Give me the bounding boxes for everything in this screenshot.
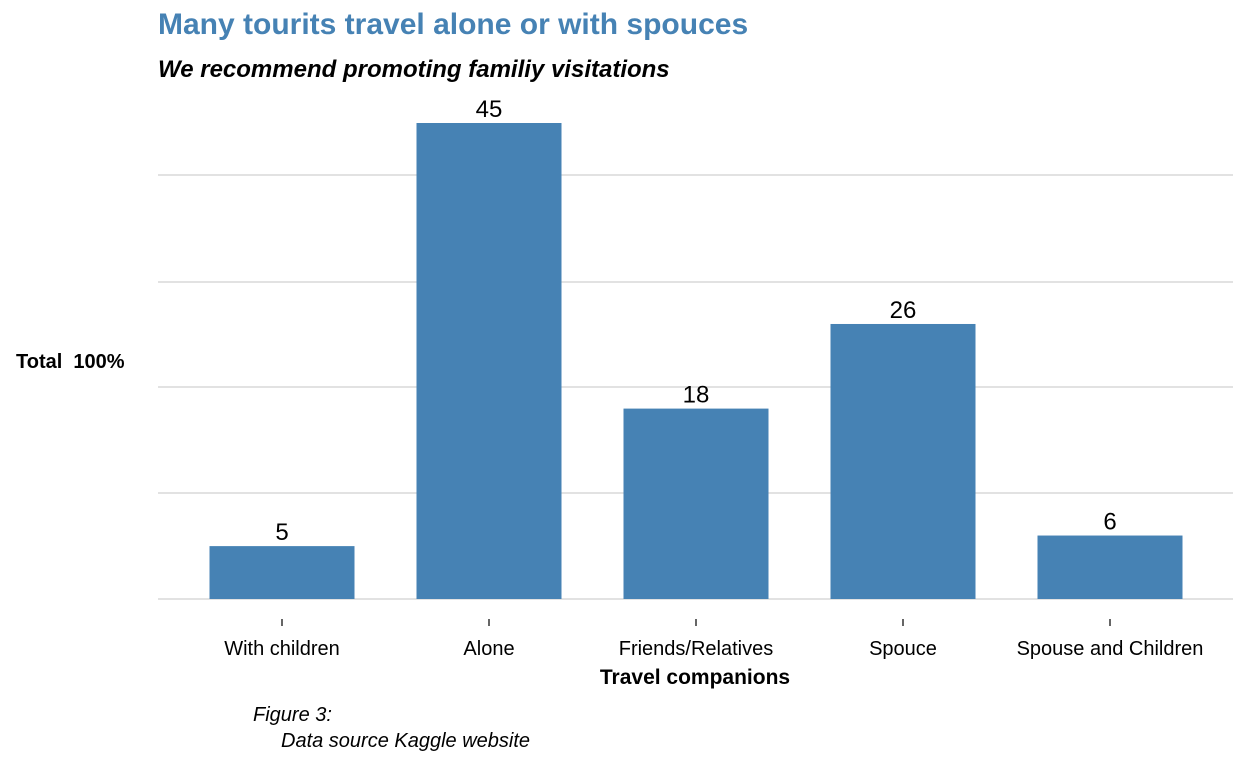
data-label: 18 (683, 382, 710, 409)
y-axis-label: Total 100% (16, 351, 125, 373)
x-tick-label: Spouce (869, 638, 937, 660)
bar (1037, 535, 1183, 599)
figure-caption-label: Figure 3: (253, 704, 332, 726)
bar (623, 408, 769, 599)
data-label: 45 (476, 96, 503, 123)
bar (830, 323, 976, 599)
x-tick-label: Alone (463, 638, 514, 660)
data-label: 6 (1103, 509, 1116, 536)
bar (209, 546, 355, 599)
x-tick-label: Spouse and Children (1017, 638, 1204, 660)
x-axis-label: Travel companions (600, 666, 790, 689)
data-label: 5 (275, 519, 288, 546)
x-tick-label: With children (224, 638, 340, 660)
data-label: 26 (890, 297, 917, 324)
figure-caption-source: Data source Kaggle website (281, 730, 531, 752)
x-tick-label: Friends/Relatives (619, 638, 774, 660)
chart-subtitle: We recommend promoting familiy visitatio… (158, 56, 670, 83)
chart-title: Many tourits travel alone or with spouce… (158, 8, 749, 41)
bar (416, 123, 562, 599)
